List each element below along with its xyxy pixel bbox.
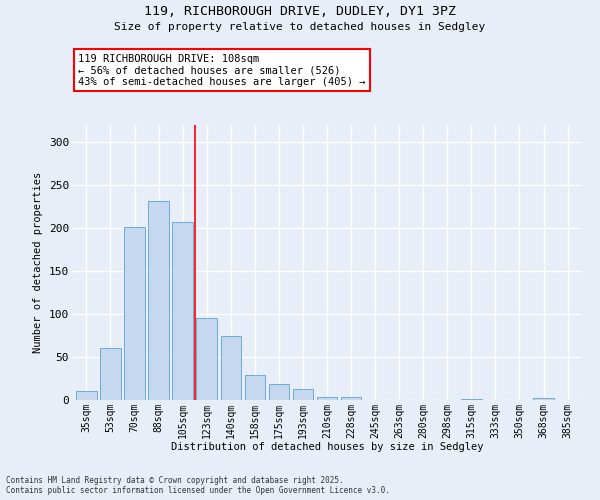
Bar	[196, 318, 217, 400]
Bar	[76, 392, 97, 400]
Text: Size of property relative to detached houses in Sedgley: Size of property relative to detached ho…	[115, 22, 485, 32]
Bar	[269, 384, 289, 400]
Text: Distribution of detached houses by size in Sedgley: Distribution of detached houses by size …	[171, 442, 483, 452]
Bar	[245, 375, 265, 400]
Bar	[533, 398, 554, 400]
Text: 119 RICHBOROUGH DRIVE: 108sqm
← 56% of detached houses are smaller (526)
43% of : 119 RICHBOROUGH DRIVE: 108sqm ← 56% of d…	[78, 54, 366, 87]
Text: 119, RICHBOROUGH DRIVE, DUDLEY, DY1 3PZ: 119, RICHBOROUGH DRIVE, DUDLEY, DY1 3PZ	[144, 5, 456, 18]
Bar	[221, 336, 241, 400]
Bar	[100, 348, 121, 400]
Bar	[148, 200, 169, 400]
Text: Contains HM Land Registry data © Crown copyright and database right 2025.
Contai: Contains HM Land Registry data © Crown c…	[6, 476, 390, 495]
Bar	[341, 398, 361, 400]
Bar	[172, 222, 193, 400]
Y-axis label: Number of detached properties: Number of detached properties	[34, 172, 43, 353]
Bar	[293, 389, 313, 400]
Bar	[461, 399, 482, 400]
Bar	[317, 396, 337, 400]
Bar	[124, 228, 145, 400]
